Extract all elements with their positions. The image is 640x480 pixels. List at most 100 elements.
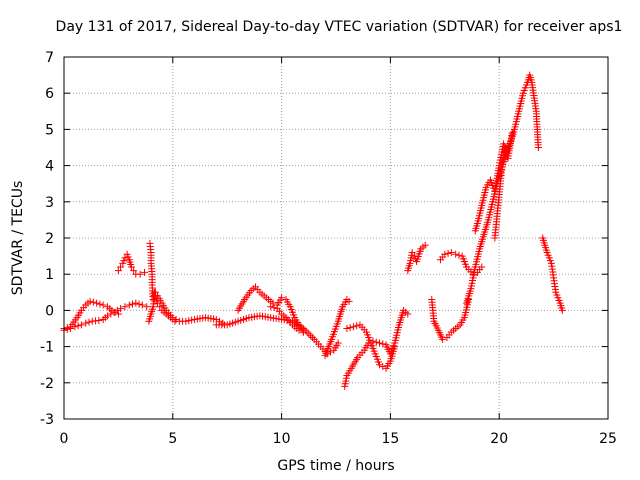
data-point-evening-17.3h — [444, 249, 452, 257]
y-tick-label: 4 — [45, 159, 54, 175]
data-point-evening-17h — [439, 335, 447, 343]
x-axis-label: GPS time / hours — [277, 458, 394, 474]
y-tick-label: 0 — [45, 303, 54, 319]
data-point-upper-morning — [114, 310, 122, 318]
data-point-lower-morning — [85, 318, 93, 326]
data-point-lower-morning — [71, 323, 79, 331]
data-point-upper-morning — [89, 298, 97, 306]
data-point-afternoon-low — [404, 310, 412, 318]
data-point-evening-rise — [534, 144, 542, 151]
data-point-bump-2.5h — [136, 270, 144, 278]
data-point-lower-morning — [129, 300, 137, 308]
data-point-lower-morning — [138, 301, 146, 309]
data-point-evening-17.3h — [441, 250, 449, 258]
data-point-midday-lower — [308, 334, 316, 342]
data-point-lower-morning — [132, 299, 140, 307]
data-point-lower-morning — [95, 317, 103, 325]
x-tick-label: 5 — [168, 431, 177, 447]
y-tick-label: -3 — [40, 412, 54, 428]
data-point-midday-lower — [301, 326, 309, 334]
data-point-late-evening — [558, 306, 566, 314]
data-point-cluster-4h — [219, 319, 227, 327]
y-tick-label: 3 — [45, 195, 54, 211]
data-point-upper-morning — [86, 297, 94, 305]
data-point-evening-strand — [506, 140, 514, 148]
data-point-lower-morning — [63, 325, 71, 333]
data-point-cluster-4h — [172, 315, 180, 323]
data-point-cluster-4h — [169, 314, 177, 322]
y-tick-label: -2 — [40, 376, 54, 392]
data-point-evening-15.8h — [421, 241, 429, 249]
data-point-cluster-4h — [216, 317, 224, 325]
data-point-afternoon-mid — [343, 325, 351, 332]
y-tick-label: 5 — [45, 122, 54, 138]
data-point-midday-middle — [267, 303, 275, 311]
data-point-evening-15.8h — [408, 248, 416, 256]
data-point-lower-morning — [125, 301, 133, 309]
data-point-bump-2.5h — [114, 267, 122, 275]
data-point-afternoon-mid — [353, 322, 361, 330]
data-point-afternoon-mid — [346, 324, 354, 332]
data-point-midday-middle — [295, 326, 303, 334]
data-point-lower-morning — [113, 306, 121, 314]
data-point-evening-17.3h — [478, 263, 486, 271]
data-point-midday-lower — [334, 339, 342, 347]
data-point-afternoon-mid — [391, 343, 399, 351]
y-tick-label: 1 — [45, 267, 54, 283]
data-point-evening-17.3h — [452, 250, 460, 258]
data-point-midday-upper — [269, 299, 277, 307]
data-point-lower-morning — [67, 325, 75, 332]
data-point-evening-17.3h — [447, 248, 455, 256]
data-points — [60, 71, 566, 390]
data-point-afternoon-mid — [376, 361, 384, 369]
data-point-midday-lower — [307, 332, 315, 340]
data-point-lower-morning — [121, 303, 129, 311]
data-point-lower-morning — [77, 321, 85, 329]
data-point-cluster-4h — [185, 317, 193, 325]
data-point-upper-morning — [96, 300, 104, 308]
data-point-afternoon-rise — [345, 297, 353, 305]
data-point-bump-2.5h — [121, 254, 129, 262]
data-point-afternoon-mid — [379, 363, 387, 371]
data-point-bump-2.5h — [127, 263, 135, 271]
data-point-cluster-4h — [188, 316, 196, 324]
x-tick-label: 15 — [381, 431, 399, 447]
y-tick-label: 7 — [45, 50, 54, 66]
data-point-midday-upper — [278, 294, 286, 302]
chart-title: Day 131 of 2017, Sidereal Day-to-day VTE… — [56, 19, 623, 35]
data-point-cluster-4h — [151, 288, 159, 296]
data-point-evening-17.3h — [455, 251, 463, 259]
data-point-lower-morning — [110, 308, 118, 316]
data-point-midday-lower — [305, 330, 313, 338]
data-point-bump-2.5h — [141, 268, 149, 276]
y-axis-label: SDTVAR / TECUs — [10, 181, 26, 296]
y-tick-label: 2 — [45, 231, 54, 247]
data-point-afternoon-mid — [349, 323, 357, 331]
data-point-spike-4h — [156, 303, 164, 311]
x-tick-label: 10 — [273, 431, 291, 447]
y-tick-label: -1 — [40, 340, 54, 356]
data-point-bump-2.5h — [117, 263, 125, 271]
x-tick-label: 25 — [599, 431, 617, 447]
plot-frame — [63, 56, 609, 420]
data-point-lower-morning — [143, 303, 151, 311]
data-point-upper-morning — [93, 299, 101, 307]
data-point-lower-morning — [82, 319, 90, 327]
data-point-lower-morning — [74, 322, 82, 330]
data-point-lower-morning — [117, 305, 125, 313]
data-point-lower-morning — [107, 310, 115, 318]
grid — [64, 57, 608, 419]
data-point-bump-2.5h — [130, 267, 138, 275]
data-point-afternoon-low — [379, 340, 387, 348]
data-point-evening-upper — [508, 129, 516, 137]
y-tick-label: 6 — [45, 86, 54, 102]
data-point-afternoon-low — [372, 338, 380, 346]
data-point-midday-middle — [299, 328, 307, 336]
data-point-cluster-4h — [182, 317, 190, 325]
data-point-afternoon-low — [376, 339, 384, 347]
data-point-lower-morning — [135, 300, 143, 308]
x-tick-label: 20 — [490, 431, 508, 447]
data-point-lower-morning — [104, 312, 112, 320]
x-tick-label: 0 — [60, 431, 69, 447]
